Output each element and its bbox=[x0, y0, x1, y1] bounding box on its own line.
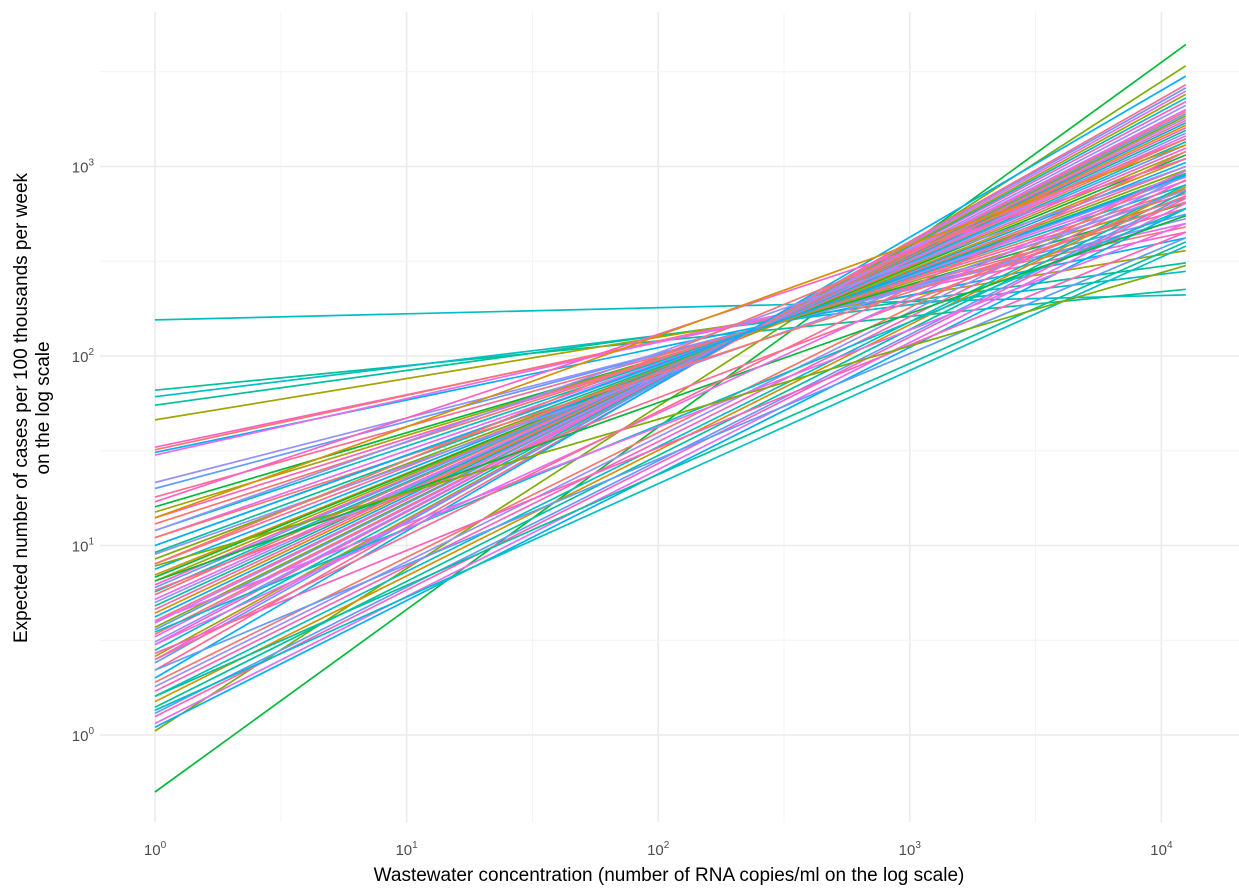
series-line-10 bbox=[154, 226, 1186, 451]
x-tick-label: 101 bbox=[395, 840, 418, 859]
x-tick-label: 102 bbox=[647, 840, 670, 859]
y-tick-label: 100 bbox=[72, 726, 95, 745]
series-line-47 bbox=[154, 97, 1187, 652]
series-line-67 bbox=[154, 214, 1187, 582]
y-tick-label: 101 bbox=[72, 537, 95, 556]
series-line-63 bbox=[154, 207, 1187, 633]
y-axis-title-line-1: Expected number of cases per 100 thousan… bbox=[11, 172, 32, 643]
series-line-18 bbox=[154, 188, 1187, 525]
series-line-50 bbox=[154, 87, 1187, 664]
x-tick-labels: 100 101 102 103 104 bbox=[144, 840, 1173, 859]
y-tick-label: 102 bbox=[72, 347, 95, 366]
series-line-69 bbox=[154, 231, 1187, 655]
y-axis-title-line-2: on the log scale bbox=[33, 341, 54, 474]
series-line-55 bbox=[154, 179, 1187, 693]
series-line-75 bbox=[154, 144, 1187, 519]
y-axis-title: Expected number of cases per 100 thousan… bbox=[11, 172, 54, 643]
series-line-62 bbox=[154, 207, 1187, 728]
series-line-54 bbox=[154, 174, 1187, 688]
series-line-76 bbox=[154, 165, 1187, 532]
series-line-79 bbox=[154, 169, 1187, 646]
series-line-3 bbox=[154, 294, 1186, 321]
series-line-53 bbox=[154, 169, 1187, 683]
x-tick-label: 104 bbox=[1150, 840, 1173, 859]
series-line-68 bbox=[154, 222, 1187, 622]
series-line-57 bbox=[154, 186, 1187, 703]
series-line-20 bbox=[154, 179, 1187, 539]
series-line-73 bbox=[154, 264, 1187, 567]
series-line-52 bbox=[154, 75, 1187, 679]
series-line-6 bbox=[154, 262, 1186, 407]
x-tick-label: 100 bbox=[144, 840, 167, 859]
x-axis-title: Wastewater concentration (number of RNA … bbox=[374, 865, 965, 886]
series-line-56 bbox=[154, 184, 1187, 698]
y-tick-labels: 100 101 102 103 bbox=[72, 158, 95, 746]
series-layer bbox=[154, 43, 1187, 793]
series-line-74 bbox=[154, 157, 1187, 503]
y-tick-label: 103 bbox=[72, 158, 95, 177]
series-line-71 bbox=[154, 241, 1187, 698]
series-line-72 bbox=[154, 245, 1187, 712]
series-line-70 bbox=[154, 237, 1187, 671]
series-line-19 bbox=[154, 184, 1187, 532]
series-line-66 bbox=[154, 201, 1187, 539]
series-line-80 bbox=[154, 150, 1187, 661]
x-tick-label: 103 bbox=[899, 840, 922, 859]
series-line-60 bbox=[154, 197, 1187, 718]
series-line-78 bbox=[154, 138, 1187, 565]
series-line-64 bbox=[154, 195, 1187, 592]
series-line-1 bbox=[154, 43, 1187, 793]
